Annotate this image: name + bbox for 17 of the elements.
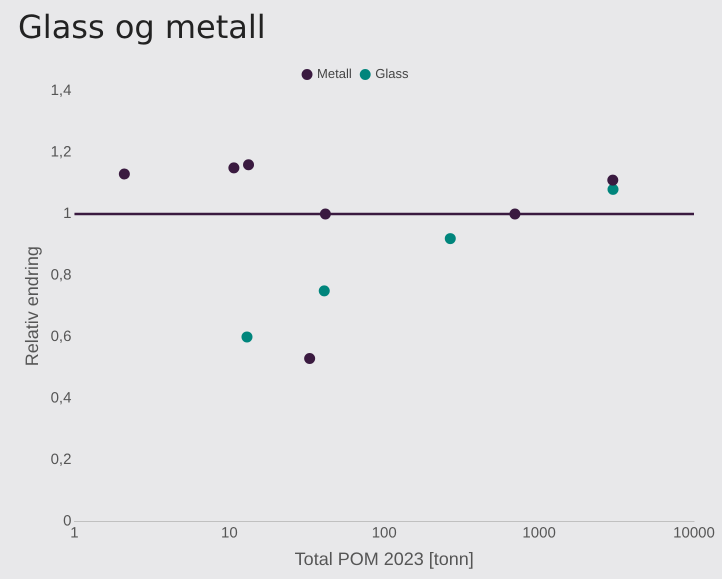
legend-label: Glass bbox=[375, 66, 409, 82]
y-tick-label: 0,2 bbox=[50, 451, 72, 468]
x-tick-label: 100 bbox=[372, 524, 397, 542]
x-tick-label: 10 bbox=[220, 524, 238, 542]
y-tick-label: 1 bbox=[63, 205, 72, 222]
x-tick-label: 10000 bbox=[673, 524, 715, 542]
y-axis-title: Relativ endring bbox=[22, 246, 42, 366]
legend-label: Metall bbox=[317, 66, 352, 82]
y-tick-label: 0 bbox=[63, 512, 72, 530]
y-tick-label: 0,6 bbox=[50, 328, 72, 346]
y-tick-label: 1,4 bbox=[50, 82, 72, 100]
x-axis-title: Total POM 2023 [tonn] bbox=[294, 549, 474, 570]
y-tick-label: 0,4 bbox=[50, 390, 72, 407]
chart-title: Glass og metall bbox=[18, 8, 266, 46]
y-tick-label: 1,2 bbox=[50, 144, 72, 161]
y-tick-label: 0,8 bbox=[50, 266, 72, 284]
x-tick-label: 1000 bbox=[522, 524, 556, 542]
